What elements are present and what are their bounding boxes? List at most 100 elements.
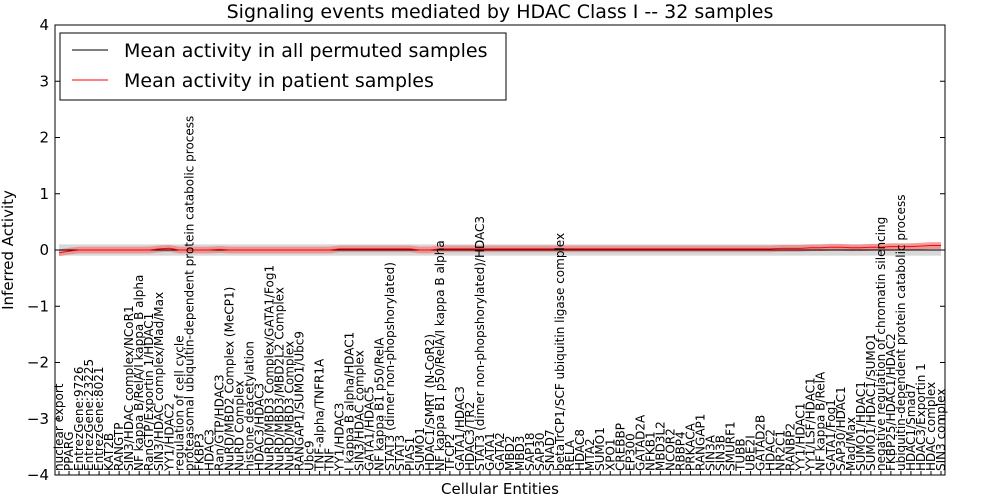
y-tick-label: 2	[39, 129, 49, 147]
x-tick-label: MBD3L2	[653, 421, 667, 471]
x-tick-label: RanGTP/Exportin 1/HDAC1	[142, 313, 156, 471]
x-tick-label: RANGAP1	[693, 414, 707, 471]
x-tick-label: regulation of cell cycle	[172, 335, 186, 471]
x-tick-label: YY1/HDAC2	[162, 403, 176, 472]
x-tick-label: GATA2	[493, 432, 507, 471]
x-tick-label: RBBP4	[673, 431, 687, 471]
x-tick-label: STAT3 (dimer non-phopshorylated)/HDAC3	[473, 216, 487, 471]
x-tick-label: HDAC8	[573, 429, 587, 471]
legend-patient-label: Mean activity in patient samples	[124, 70, 434, 92]
x-tick-label: TNF	[323, 448, 337, 472]
x-tick-label: SUMO1/HDAC1/SUMO1	[864, 333, 878, 471]
x-tick-label: nuclear export	[52, 383, 66, 471]
x-tick-label: NFKB1	[643, 431, 657, 471]
x-tick-label: Mad/Max	[844, 417, 858, 471]
x-tick-label: SIN3/HDAC complex	[353, 350, 367, 471]
x-tick-label: HDAC complex	[924, 382, 938, 471]
y-tick-label: −2	[27, 354, 49, 372]
x-tick-label: RANGTP	[112, 423, 126, 471]
x-tick-label: MBD3	[513, 436, 527, 471]
x-axis-label: Cellular Entities	[441, 480, 559, 498]
x-tick-label: RANBP2	[784, 423, 798, 471]
x-tick-label: SAP30/HDAC1	[834, 386, 848, 471]
x-tick-label: KAT2B	[102, 433, 116, 471]
x-tick-label: TNF-alpha/TNFR1A	[313, 358, 327, 472]
x-tick-label: MTA2	[583, 438, 597, 471]
x-tick-label: SUMO1	[413, 427, 427, 471]
x-tick-label: EntrezGene:23225	[82, 359, 96, 471]
y-tick-label: −3	[27, 410, 49, 428]
x-tick-label: negative regulation of chromatin silenci…	[874, 217, 888, 471]
x-tick-label: FKBP3	[192, 433, 206, 471]
x-tick-label: NF kappa B1 p50/RelA/I kappa B alpha	[433, 240, 447, 471]
x-tick-label: HDAC3	[202, 429, 216, 471]
x-tick-label: NuRD/MBD2 Complex (MeCP1)	[222, 287, 236, 471]
x-tick-label: HDAC2	[764, 429, 778, 471]
y-tick-label: −1	[27, 297, 49, 315]
legend-permuted-label: Mean activity in all permuted samples	[124, 40, 487, 62]
x-tick-label: NR2C1	[774, 430, 788, 471]
x-tick-label: XPO1	[603, 438, 617, 471]
x-tick-label: EntrezGene:8021	[92, 367, 106, 472]
x-tick-label: GATA1/HDAC3	[453, 386, 467, 471]
chart-title: Signaling events mediated by HDAC Class …	[227, 1, 774, 23]
y-tick-label: 1	[39, 185, 49, 203]
x-tick-label: STAT3 (dimer non-phopshorylated)	[383, 262, 397, 471]
x-tick-label: I kappa B alpha/HDAC1	[343, 332, 357, 471]
x-tick-label: HDAC3/HDAC3	[252, 383, 266, 471]
x-tick-label: histone deacetylation	[242, 341, 256, 471]
x-tick-label: SAP18	[523, 432, 537, 471]
x-tick-label: SAP30	[533, 432, 547, 471]
x-tick-label: MBD2	[503, 436, 517, 471]
x-tick-label: NuRD/MBD3/MBD2L2 Complex	[273, 287, 287, 471]
x-tick-label: UBE2I	[744, 435, 758, 471]
x-tick-label: CREBBP	[613, 423, 627, 471]
x-tick-label: GATAD2A	[633, 414, 647, 471]
x-tick-label: NF kappa B1 p50/RelA	[373, 337, 387, 471]
x-tick-label: NF kappa B/RelA	[814, 371, 828, 471]
x-tick-label: TUBB	[734, 438, 748, 472]
x-tick-label: YY1/LSF/HDAC1	[804, 377, 818, 472]
x-tick-label: HDAC3/Exportin 1	[914, 363, 928, 471]
x-tick-label: HDAC1/SMRT (N-CoR2)	[423, 334, 437, 471]
x-tick-label: YY1/HDAC1	[794, 403, 808, 472]
x-tick-label: SUMO1/HDAC1	[854, 381, 868, 471]
x-tick-label: ubiquitin-dependent protein catabolic pr…	[894, 195, 908, 471]
x-tick-label: GATA1/Fog1	[824, 399, 838, 471]
x-tick-label: HDAC3/TR2	[463, 402, 477, 471]
y-tick-label: 4	[39, 16, 49, 34]
x-tick-label: EntrezGene:9726	[72, 367, 86, 472]
x-tick-label: NuRD Complex	[232, 380, 246, 471]
x-tick-label: SIN3 complex	[934, 389, 948, 471]
x-tick-label: NuRD/MBD3 Complex	[283, 341, 297, 471]
x-tick-label: GATA1/HDAC5	[363, 386, 377, 471]
y-tick-label: 0	[39, 241, 49, 259]
x-tick-label: FKBP25/HDAC1/HDAC2	[884, 333, 898, 471]
patient-mean-line	[58, 245, 941, 254]
y-axis-label: Inferred Activity	[0, 190, 17, 310]
x-tick-label: NF kappa B/RelA/I kappa B alpha	[132, 275, 146, 471]
x-tick-label: NCOR2	[663, 428, 677, 471]
x-tick-label: SIN3A	[703, 434, 717, 471]
x-tick-label: SIN3/HDAC complex/Mad/Max	[152, 292, 166, 471]
x-tick-label: SNAD7	[543, 429, 557, 471]
y-tick-label: −4	[27, 466, 49, 484]
x-tick-label: NuRD/MBD3 Complex/GATA1/Fog1	[262, 265, 276, 471]
x-tick-label: STAT3	[393, 435, 407, 471]
x-tick-label: RANGAP1/SUMO1/Ubc9	[293, 331, 307, 471]
x-tick-label: RELA	[563, 439, 577, 471]
x-tick-label: SIN3B	[714, 435, 728, 471]
x-tick-label: YY1/HDAC3	[333, 403, 347, 472]
x-tick-label: GATAD2B	[754, 415, 768, 471]
x-tick-label: proteasomal ubiquitin-dependent protein …	[182, 116, 196, 471]
x-tick-label: TFCP2	[443, 434, 457, 472]
x-tick-label: EP300	[623, 433, 637, 471]
legend: Mean activity in all permuted samples Me…	[59, 32, 507, 101]
x-tick-label: SMURF1	[724, 421, 738, 471]
y-tick-label: 3	[39, 72, 49, 90]
x-tick-label: PPARG	[62, 431, 76, 471]
x-tick-label: SUMO1	[593, 427, 607, 471]
x-tick-label: Ran/GTP/HDAC3	[212, 374, 226, 471]
